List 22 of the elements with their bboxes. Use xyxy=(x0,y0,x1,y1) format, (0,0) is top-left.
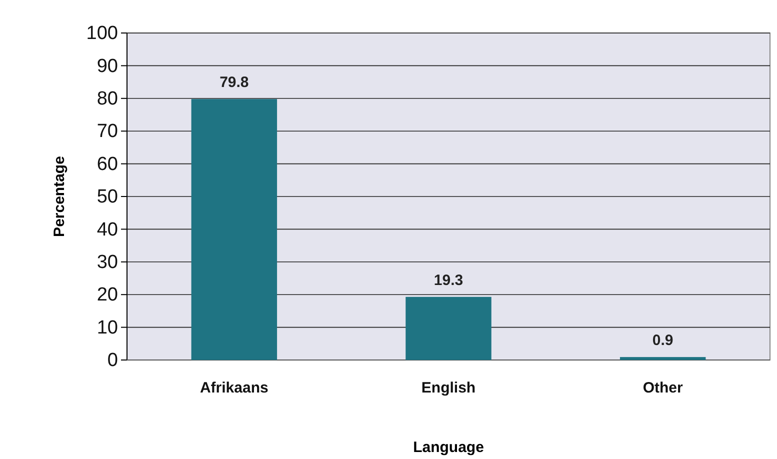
x-tick-label: English xyxy=(421,380,476,397)
y-tick-label: 20 xyxy=(96,284,118,306)
y-tick-label: 10 xyxy=(96,317,118,338)
y-tick-label: 90 xyxy=(96,56,118,77)
data-label: 19.3 xyxy=(434,272,464,289)
data-label: 79.8 xyxy=(220,74,249,92)
y-tick-label: 80 xyxy=(96,88,118,110)
y-tick-label: 0 xyxy=(107,350,118,372)
y-tick-label: 40 xyxy=(96,219,118,240)
y-tick-label: 50 xyxy=(96,186,118,208)
bar xyxy=(191,99,278,360)
y-tick-label: 60 xyxy=(96,154,118,175)
data-label: 0.9 xyxy=(652,332,674,350)
x-tick-label: Other xyxy=(642,380,683,397)
y-tick-label: 100 xyxy=(86,23,118,44)
bar xyxy=(620,357,706,360)
y-tick-label: 30 xyxy=(96,252,118,273)
y-tick-label: 70 xyxy=(96,121,118,142)
x-tick-label: Afrikaans xyxy=(200,380,268,397)
x-axis-title: Language xyxy=(413,439,484,456)
y-axis-title: Percentage xyxy=(51,156,68,237)
bar xyxy=(406,296,492,360)
